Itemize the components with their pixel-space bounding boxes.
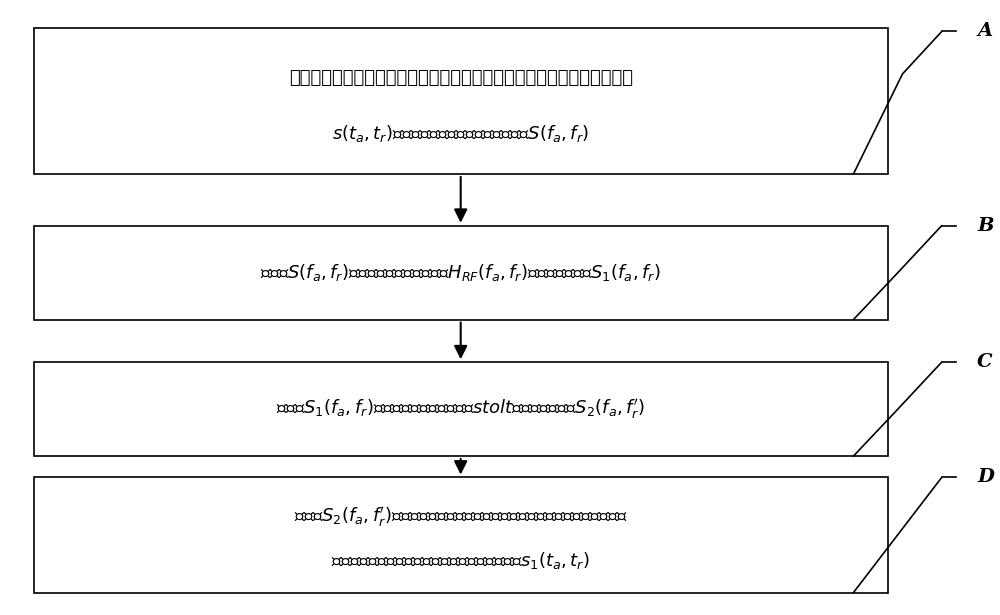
FancyBboxPatch shape	[34, 28, 888, 174]
Text: 差补偿函数相乘，得到高精度合成孔径雷达图像$s_1(t_a,t_r)$: 差补偿函数相乘，得到高精度合成孔径雷达图像$s_1(t_a,t_r)$	[331, 550, 590, 571]
Text: C: C	[977, 353, 993, 371]
Text: D: D	[977, 469, 994, 486]
Text: A: A	[977, 23, 992, 41]
FancyBboxPatch shape	[34, 226, 888, 320]
FancyBboxPatch shape	[34, 362, 888, 456]
Text: $s(t_a,t_r)$，对其进行两维傅里叶变换，得到$S(f_a,f_r)$: $s(t_a,t_r)$，对其进行两维傅里叶变换，得到$S(f_a,f_r)$	[332, 123, 589, 144]
Text: 对合成孔径雷达接收的回波信号依次进行下变频和解调后，采样得到信号: 对合成孔径雷达接收的回波信号依次进行下变频和解调后，采样得到信号	[289, 69, 633, 87]
Text: B: B	[977, 216, 994, 234]
FancyBboxPatch shape	[34, 477, 888, 593]
Text: 将信号$S(f_a,f_r)$与雷达系统工作参考信号$H_{RF}(f_a,f_r)$相乘，得到信号$S_1(f_a,f_r)$: 将信号$S(f_a,f_r)$与雷达系统工作参考信号$H_{RF}(f_a,f_…	[260, 262, 661, 283]
Text: 将信号$S_2(f_a,f_r')$进行二维逆傅里叶变换后，与设定的插値算法对应的插値误: 将信号$S_2(f_a,f_r')$进行二维逆傅里叶变换后，与设定的插値算法对应…	[294, 504, 627, 528]
Text: 将信号$S_1(f_a,f_r)$按照设定的插値算法进行stolt变换，得到信号$S_2(f_a,f_r')$: 将信号$S_1(f_a,f_r)$按照设定的插値算法进行stolt变换，得到信号…	[276, 397, 645, 421]
